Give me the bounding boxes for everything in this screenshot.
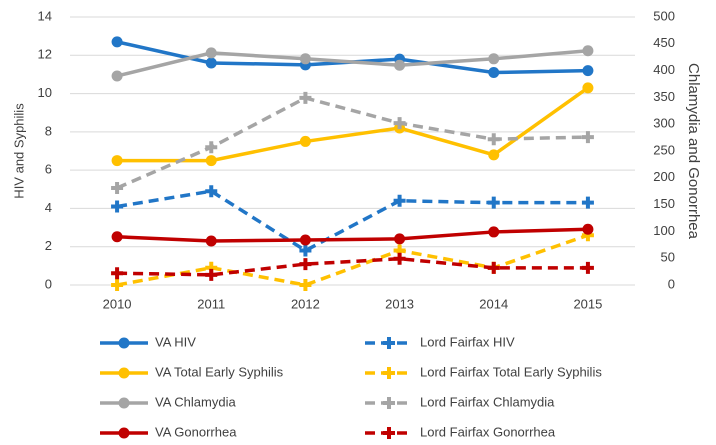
point bbox=[393, 252, 406, 265]
y-tick-label: 10 bbox=[38, 85, 52, 100]
legend-marker bbox=[118, 427, 130, 439]
x-tick-label: 2012 bbox=[291, 296, 320, 311]
legend-label: Lord Fairfax Total Early Syphilis bbox=[420, 364, 602, 379]
y-tick-label: 8 bbox=[45, 123, 52, 138]
y-tick-label: 12 bbox=[38, 47, 52, 62]
point bbox=[581, 131, 594, 144]
point bbox=[299, 258, 312, 271]
point bbox=[111, 231, 123, 243]
y2-tick-label: 50 bbox=[661, 250, 675, 265]
y2-axis-label: Chlamydia and Gonorrhea bbox=[685, 63, 702, 240]
legend-label: VA HIV bbox=[155, 334, 196, 349]
series-line bbox=[116, 233, 589, 287]
y-tick-label: 6 bbox=[45, 162, 52, 177]
point bbox=[111, 267, 124, 280]
point bbox=[111, 181, 124, 194]
legend-label: VA Gonorrhea bbox=[155, 424, 237, 439]
y2-tick-label: 450 bbox=[653, 35, 675, 50]
point bbox=[205, 268, 218, 281]
point bbox=[582, 82, 594, 94]
series-line bbox=[116, 49, 589, 78]
point bbox=[205, 47, 217, 59]
x-tick-label: 2013 bbox=[385, 296, 414, 311]
y2-tick-label: 200 bbox=[653, 169, 675, 184]
point bbox=[205, 57, 217, 69]
legend-marker bbox=[383, 337, 395, 349]
point bbox=[393, 194, 406, 207]
y-tick-label: 2 bbox=[45, 238, 52, 253]
legend-marker bbox=[383, 397, 395, 409]
y2-tick-label: 250 bbox=[653, 142, 675, 157]
series-line bbox=[116, 96, 588, 190]
legend-label: Lord Fairfax Gonorrhea bbox=[420, 424, 556, 439]
point bbox=[299, 53, 311, 65]
point bbox=[488, 149, 500, 161]
y2-tick-label: 0 bbox=[668, 276, 675, 291]
point bbox=[487, 133, 500, 146]
series-line bbox=[117, 86, 589, 163]
point bbox=[582, 65, 594, 77]
point bbox=[205, 155, 217, 167]
x-tick-label: 2010 bbox=[103, 296, 132, 311]
point bbox=[582, 223, 594, 235]
point bbox=[299, 135, 311, 147]
y2-tick-label: 150 bbox=[653, 196, 675, 211]
point bbox=[111, 36, 123, 48]
point bbox=[111, 70, 123, 82]
y2-tick-label: 300 bbox=[653, 116, 675, 131]
x-tick-label: 2014 bbox=[479, 296, 508, 311]
point bbox=[582, 45, 594, 57]
point bbox=[205, 141, 218, 154]
legend-marker bbox=[118, 337, 130, 349]
y-axis-label: HIV and Syphilis bbox=[11, 103, 26, 199]
point bbox=[488, 67, 500, 79]
point bbox=[299, 91, 312, 104]
series-line bbox=[117, 227, 588, 243]
point bbox=[488, 53, 500, 65]
point bbox=[111, 279, 124, 291]
y2-tick-label: 400 bbox=[653, 62, 675, 77]
point bbox=[487, 261, 500, 274]
x-tick-label: 2015 bbox=[573, 296, 602, 311]
point bbox=[394, 233, 406, 245]
legend-marker bbox=[118, 367, 130, 379]
legend-label: VA Total Early Syphilis bbox=[155, 364, 284, 379]
point bbox=[205, 235, 217, 247]
point bbox=[488, 226, 500, 238]
x-tick-label: 2011 bbox=[197, 296, 225, 311]
y-tick-label: 4 bbox=[45, 200, 52, 215]
legend-marker bbox=[383, 367, 395, 379]
series-line bbox=[116, 189, 588, 253]
legend-label: VA Chlamydia bbox=[155, 394, 236, 409]
y-tick-label: 14 bbox=[38, 8, 52, 23]
point bbox=[111, 155, 123, 167]
point bbox=[299, 279, 312, 291]
legend-marker bbox=[118, 397, 130, 409]
y2-tick-label: 350 bbox=[653, 89, 675, 104]
point bbox=[393, 117, 406, 130]
point bbox=[299, 244, 312, 257]
y2-tick-label: 100 bbox=[653, 223, 675, 238]
legend-marker bbox=[383, 427, 395, 439]
point bbox=[487, 196, 500, 209]
y2-tick-label: 500 bbox=[653, 8, 675, 23]
point bbox=[111, 200, 124, 213]
series-line bbox=[117, 256, 588, 277]
point bbox=[394, 59, 406, 71]
point bbox=[581, 196, 594, 209]
point bbox=[581, 261, 594, 274]
legend-label: Lord Fairfax Chlamydia bbox=[420, 394, 555, 409]
point bbox=[299, 234, 311, 246]
y-tick-label: 0 bbox=[45, 276, 52, 291]
point bbox=[205, 185, 218, 198]
legend-label: Lord Fairfax HIV bbox=[420, 334, 515, 349]
